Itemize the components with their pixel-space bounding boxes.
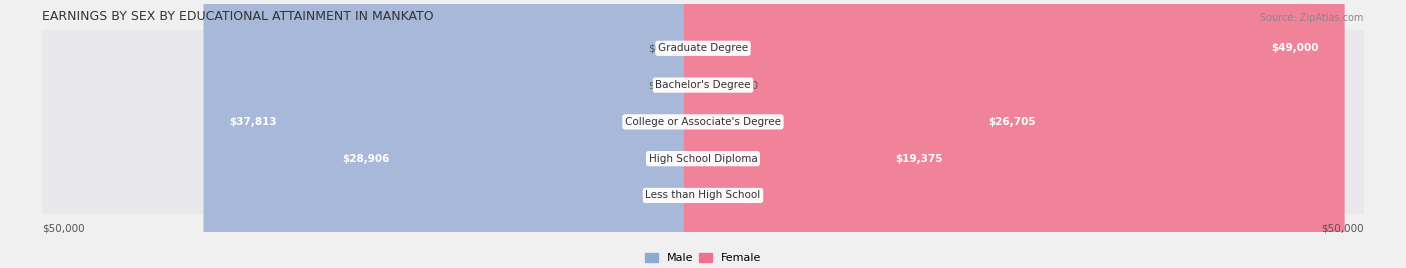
FancyBboxPatch shape (42, 30, 1364, 67)
Text: Bachelor's Degree: Bachelor's Degree (655, 80, 751, 90)
Text: College or Associate's Degree: College or Associate's Degree (626, 117, 780, 127)
FancyBboxPatch shape (703, 185, 741, 206)
Text: $37,813: $37,813 (229, 117, 277, 127)
FancyBboxPatch shape (665, 185, 703, 206)
FancyBboxPatch shape (42, 67, 1364, 103)
FancyBboxPatch shape (42, 140, 1364, 177)
Legend: Male, Female: Male, Female (640, 248, 766, 268)
Text: $0: $0 (648, 80, 661, 90)
Text: $0: $0 (648, 43, 661, 53)
FancyBboxPatch shape (42, 103, 1364, 140)
FancyBboxPatch shape (683, 0, 1344, 268)
Text: $0: $0 (745, 80, 758, 90)
Text: Less than High School: Less than High School (645, 191, 761, 200)
FancyBboxPatch shape (42, 177, 1364, 214)
FancyBboxPatch shape (204, 0, 723, 268)
Text: $19,375: $19,375 (896, 154, 943, 164)
Text: $0: $0 (648, 191, 661, 200)
Text: $50,000: $50,000 (1322, 223, 1364, 233)
Text: $26,705: $26,705 (988, 117, 1036, 127)
Text: $50,000: $50,000 (42, 223, 84, 233)
FancyBboxPatch shape (703, 75, 741, 95)
Text: High School Diploma: High School Diploma (648, 154, 758, 164)
FancyBboxPatch shape (683, 0, 1062, 268)
FancyBboxPatch shape (665, 38, 703, 58)
Text: Graduate Degree: Graduate Degree (658, 43, 748, 53)
Text: EARNINGS BY SEX BY EDUCATIONAL ATTAINMENT IN MANKATO: EARNINGS BY SEX BY EDUCATIONAL ATTAINMEN… (42, 10, 434, 23)
FancyBboxPatch shape (665, 75, 703, 95)
Text: $49,000: $49,000 (1272, 43, 1319, 53)
Text: $0: $0 (745, 191, 758, 200)
FancyBboxPatch shape (316, 0, 723, 268)
Text: Source: ZipAtlas.com: Source: ZipAtlas.com (1260, 13, 1364, 23)
FancyBboxPatch shape (683, 0, 969, 268)
Text: $28,906: $28,906 (342, 154, 389, 164)
